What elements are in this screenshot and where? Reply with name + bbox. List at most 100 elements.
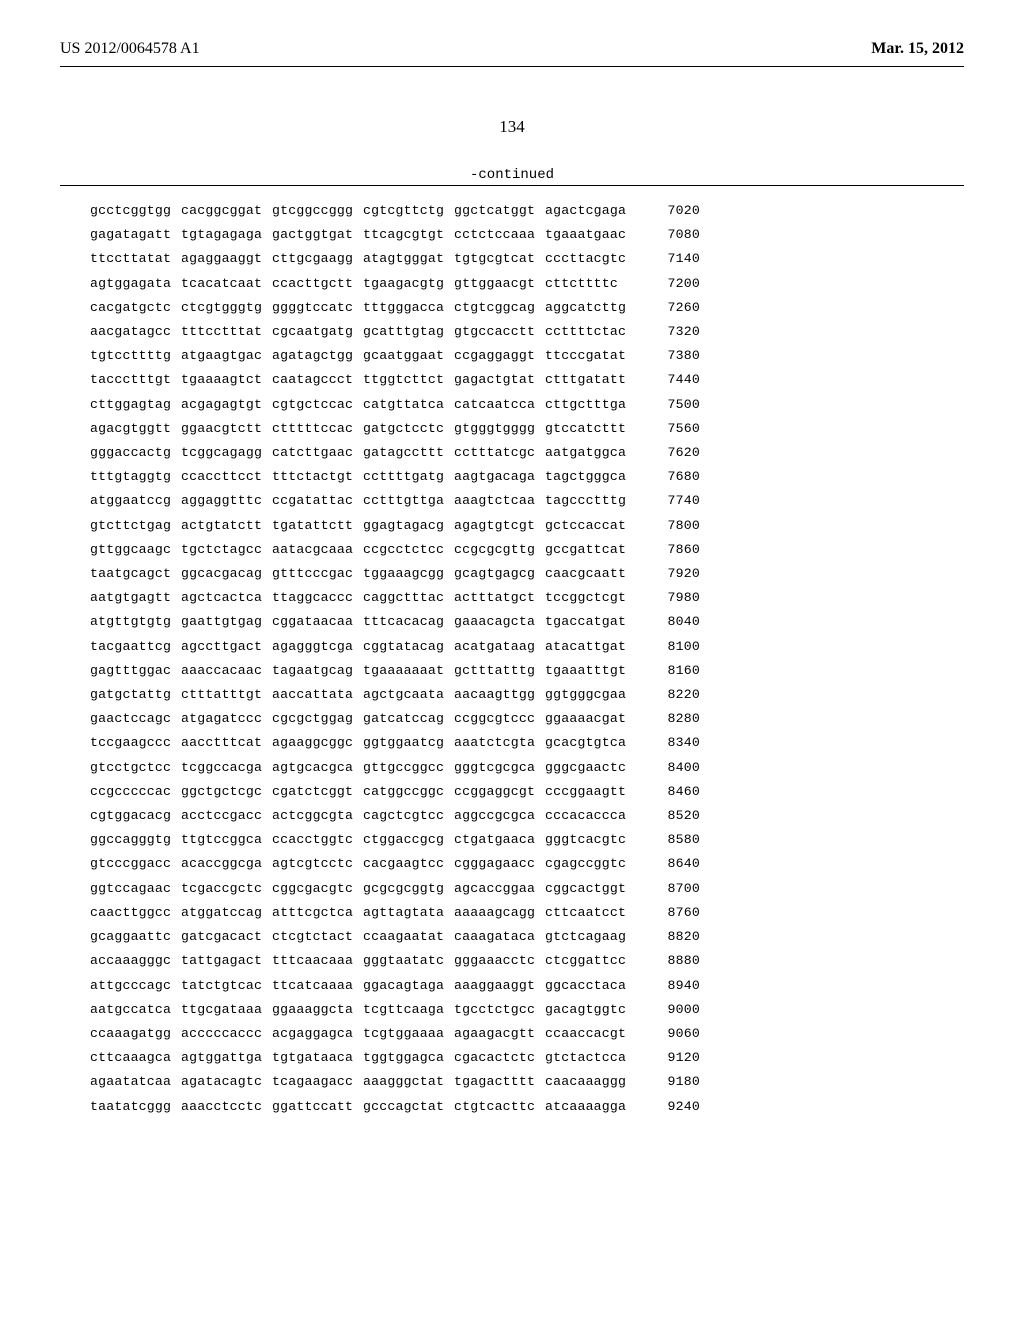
sequence-group: tacgaattcg [90, 640, 172, 653]
sequence-group: ccacctggtc [272, 833, 354, 846]
sequence-group: caggctttac [363, 591, 445, 604]
sequence-position: 7140 [655, 252, 700, 265]
sequence-position: 8160 [655, 664, 700, 677]
sequence-group: aacctttcat [181, 736, 263, 749]
sequence-row: ggtccagaactcgaccgctccggcgacgtcgcgcgcggtg… [90, 882, 964, 895]
sequence-group: gatagccttt [363, 446, 445, 459]
sequence-group: agactcgaga [545, 204, 627, 217]
sequence-group: tttcacacag [363, 615, 445, 628]
sequence-position: 8520 [655, 809, 700, 822]
sequence-group: aggaggtttc [181, 494, 263, 507]
sequence-group: tgatattctt [272, 519, 354, 532]
sequence-group: ttgtccggca [181, 833, 263, 846]
sequence-position: 8280 [655, 712, 700, 725]
sequence-position: 8340 [655, 736, 700, 749]
sequence-group: aaatctcgta [454, 736, 536, 749]
sequence-group: tgtccttttg [90, 349, 172, 362]
sequence-group: tcagaagacc [272, 1075, 354, 1088]
sequence-group: ccttttgatg [363, 470, 445, 483]
sequence-group: gggcgaactc [545, 761, 627, 774]
sequence-group: atgagatccc [181, 712, 263, 725]
sequence-group: ttggtcttct [363, 373, 445, 386]
sequence-group: tttcaacaaa [272, 954, 354, 967]
sequence-group: agaatatcaa [90, 1075, 172, 1088]
sequence-position: 8640 [655, 857, 700, 870]
sequence-group: ggtgggcgaa [545, 688, 627, 701]
sequence-group: cggcgacgtc [272, 882, 354, 895]
sequence-row: cttcaaagcaagtggattgatgtgataacatggtggagca… [90, 1051, 964, 1064]
sequence-position: 7560 [655, 422, 700, 435]
sequence-group: tagctgggca [545, 470, 627, 483]
sequence-group: aggcatcttg [545, 301, 627, 314]
sequence-group: atttcgctca [272, 906, 354, 919]
sequence-groups: aacgatagcctttcctttatcgcaatgatggcatttgtag… [90, 325, 627, 338]
sequence-group: ctgtcacttc [454, 1100, 536, 1113]
sequence-position: 7740 [655, 494, 700, 507]
sequence-group: caacgcaatt [545, 567, 627, 580]
sequence-group: tccgaagccc [90, 736, 172, 749]
sequence-group: gcgcgcggtg [363, 882, 445, 895]
sequence-groups: gggaccactgtcggcagaggcatcttgaacgatagccttt… [90, 446, 627, 459]
sequence-group: tccggctcgt [545, 591, 627, 604]
sequence-group: gtccatcttt [545, 422, 627, 435]
sequence-row: ttccttatatagaggaaggtcttgcgaaggatagtgggat… [90, 252, 964, 265]
sequence-group: gatcatccag [363, 712, 445, 725]
sequence-group: tttgggacca [363, 301, 445, 314]
sequence-group: agaggaaggt [181, 252, 263, 265]
sequence-row: gtcccggaccacaccggcgaagtcgtcctccacgaagtcc… [90, 857, 964, 870]
sequence-group: gtctactcca [545, 1051, 627, 1064]
sequence-row: gagatagatttgtagagagagactggtgatttcagcgtgt… [90, 228, 964, 241]
sequence-row: tgtccttttgatgaagtgacagatagctgggcaatggaat… [90, 349, 964, 362]
sequence-group: atagtgggat [363, 252, 445, 265]
sequence-group: atggatccag [181, 906, 263, 919]
sequence-group: ctcgtctact [272, 930, 354, 943]
sequence-group: cttgctttga [545, 398, 627, 411]
sequence-groups: atggaatccgaggaggtttcccgatattaccctttgttga… [90, 494, 627, 507]
sequence-group: tttgtaggtg [90, 470, 172, 483]
sequence-group: gttgccggcc [363, 761, 445, 774]
sequence-group: cttcaaagca [90, 1051, 172, 1064]
sequence-groups: gaactccagcatgagatccccgcgctggaggatcatccag… [90, 712, 627, 725]
sequence-group: catgttatca [363, 398, 445, 411]
sequence-group: ccttttctac [545, 325, 627, 338]
sequence-group: agacgtggtt [90, 422, 172, 435]
sequence-row: ggccagggtgttgtccggcaccacctggtcctggaccgcg… [90, 833, 964, 846]
sequence-group: aatgatggca [545, 446, 627, 459]
sequence-position: 8580 [655, 833, 700, 846]
sequence-group: ccgcccccac [90, 785, 172, 798]
sequence-row: accaaagggctattgagacttttcaacaaagggtaatatc… [90, 954, 964, 967]
sequence-row: taatatcgggaaacctcctcggattccattgcccagctat… [90, 1100, 964, 1113]
sequence-row: tccgaagcccaacctttcatagaaggcggcggtggaatcg… [90, 736, 964, 749]
sequence-row: gtcttctgagactgtatctttgatattcttggagtagacg… [90, 519, 964, 532]
sequence-group: tgtgataaca [272, 1051, 354, 1064]
sequence-group: gcatttgtag [363, 325, 445, 338]
sequence-row: gaactccagcatgagatccccgcgctggaggatcatccag… [90, 712, 964, 725]
sequence-group: ccggaggcgt [454, 785, 536, 798]
sequence-group: gtcttctgag [90, 519, 172, 532]
sequence-group: ggagtagacg [363, 519, 445, 532]
sequence-group: ccaaccacgt [545, 1027, 627, 1040]
sequence-groups: tccgaagcccaacctttcatagaaggcggcggtggaatcg… [90, 736, 627, 749]
sequence-position: 8400 [655, 761, 700, 774]
sequence-group: ttccttatat [90, 252, 172, 265]
sequence-group: ctcggattcc [545, 954, 627, 967]
sequence-group: acctccgacc [181, 809, 263, 822]
sequence-group: cggcactggt [545, 882, 627, 895]
sequence-group: tcacatcaat [181, 277, 263, 290]
sequence-group: ggaaaacgat [545, 712, 627, 725]
publication-date: Mar. 15, 2012 [871, 40, 964, 58]
sequence-position: 7860 [655, 543, 700, 556]
sequence-group: gcagtgagcg [454, 567, 536, 580]
sequence-group: gtctcagaag [545, 930, 627, 943]
sequence-group: tgcctctgcc [454, 1003, 536, 1016]
sequence-group: attgcccagc [90, 979, 172, 992]
sequence-position: 9000 [655, 1003, 700, 1016]
sequence-group: ttcatcaaaa [272, 979, 354, 992]
sequence-position: 7380 [655, 349, 700, 362]
sequence-position: 7920 [655, 567, 700, 580]
sequence-position: 7020 [655, 204, 700, 217]
sequence-position: 7980 [655, 591, 700, 604]
sequence-group: aatgccatca [90, 1003, 172, 1016]
sequence-group: aatacgcaaa [272, 543, 354, 556]
sequence-group: gcctcggtgg [90, 204, 172, 217]
